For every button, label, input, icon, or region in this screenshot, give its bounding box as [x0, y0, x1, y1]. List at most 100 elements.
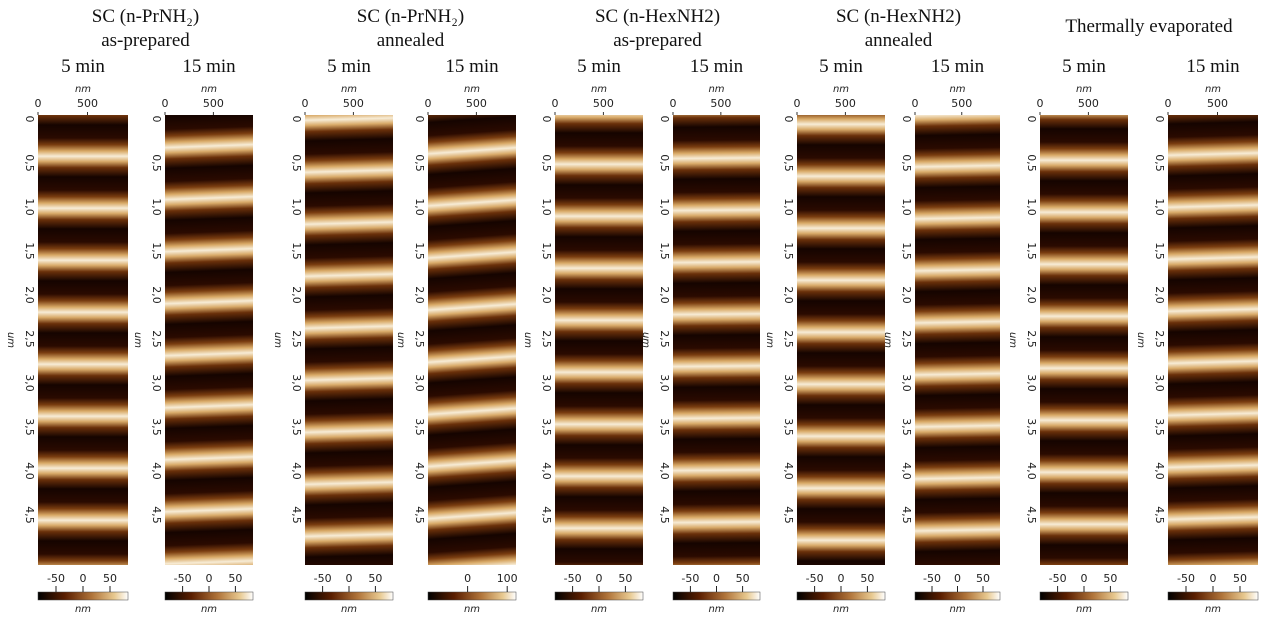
y-tick-label: 0,5	[413, 154, 426, 172]
y-tick-label: 4,5	[782, 506, 795, 524]
x-tick-label: 500	[343, 97, 364, 110]
y-tick-label: 3,0	[150, 374, 163, 392]
y-axis-label: um	[522, 332, 533, 348]
y-axis-label: um	[640, 332, 651, 348]
time-label: 15 min	[445, 56, 499, 77]
y-tick-label: 1,5	[658, 242, 671, 260]
y-tick-label: 0,5	[540, 154, 553, 172]
x-axis-label: nm	[591, 84, 607, 95]
y-axis-label: um	[882, 332, 893, 348]
time-label: 15 min	[1186, 56, 1240, 77]
colorbar-label: nm	[201, 604, 217, 615]
afm-image	[428, 115, 516, 565]
y-tick-label: 2,5	[1153, 330, 1166, 348]
y-tick-label: 2,0	[1025, 286, 1038, 304]
y-tick-label: 0,5	[658, 154, 671, 172]
x-tick-label: 0	[1165, 97, 1172, 110]
y-tick-label: 4,0	[658, 462, 671, 480]
y-tick-label: 0,5	[782, 154, 795, 172]
y-tick-label: 4,5	[658, 506, 671, 524]
x-axis-label: nm	[75, 84, 91, 95]
colorbar-tick-label: 0	[713, 572, 720, 585]
x-tick-label: 0	[425, 97, 432, 110]
y-tick-label: 2,0	[658, 286, 671, 304]
y-tick-label: 4,0	[1153, 462, 1166, 480]
colorbar-tick-label: -50	[174, 572, 192, 585]
colorbar-label: nm	[591, 604, 607, 615]
colorbar-tick-label: 50	[860, 572, 874, 585]
colorbar-tick-label: -50	[1049, 572, 1067, 585]
y-tick-label: 0	[900, 116, 913, 123]
y-tick-label: 0,5	[1025, 154, 1038, 172]
colorbar-tick-label: 0	[206, 572, 213, 585]
y-tick-label: 1,0	[290, 198, 303, 216]
colorbar-tick-label: 0	[464, 572, 471, 585]
y-tick-label: 3,5	[290, 418, 303, 436]
y-tick-label: 1,5	[1025, 242, 1038, 260]
y-axis-label: um	[272, 332, 283, 348]
group-title: annealed	[377, 30, 445, 51]
x-axis-label: nm	[201, 84, 217, 95]
y-tick-label: 4,0	[290, 462, 303, 480]
colorbar-tick-label: 0	[954, 572, 961, 585]
time-label: 5 min	[1062, 56, 1106, 77]
x-tick-label: 500	[1078, 97, 1099, 110]
y-tick-label: 2,0	[413, 286, 426, 304]
x-tick-label: 500	[1207, 97, 1228, 110]
y-tick-label: 0	[782, 116, 795, 123]
group-title: SC (n-PrNH₂)	[92, 6, 199, 27]
y-tick-label: 1,5	[782, 242, 795, 260]
y-tick-label: 1,0	[540, 198, 553, 216]
colorbar-label: nm	[464, 604, 480, 615]
x-axis-label: nm	[464, 84, 480, 95]
x-tick-label: 0	[162, 97, 169, 110]
y-tick-label: 4,0	[1025, 462, 1038, 480]
x-tick-label: 500	[77, 97, 98, 110]
group-title: as-prepared	[613, 30, 702, 51]
y-tick-label: 3,5	[23, 418, 36, 436]
y-tick-label: 2,5	[658, 330, 671, 348]
colorbar-label: nm	[949, 604, 965, 615]
y-tick-label: 3,5	[900, 418, 913, 436]
y-tick-label: 3,0	[540, 374, 553, 392]
colorbar-tick-label: 50	[103, 572, 117, 585]
time-label: 15 min	[931, 56, 985, 77]
afm-image	[915, 115, 1000, 565]
colorbar	[796, 591, 886, 601]
afm-image	[38, 115, 128, 565]
colorbar	[37, 591, 129, 601]
y-tick-label: 3,5	[782, 418, 795, 436]
y-tick-label: 1,5	[23, 242, 36, 260]
colorbar	[672, 591, 761, 601]
y-tick-label: 2,5	[900, 330, 913, 348]
y-axis-label: um	[5, 332, 16, 348]
y-tick-label: 1,0	[150, 198, 163, 216]
colorbar	[554, 591, 644, 601]
x-tick-label: 0	[552, 97, 559, 110]
y-tick-label: 3,0	[782, 374, 795, 392]
time-label: 5 min	[327, 56, 371, 77]
y-axis-label: um	[1007, 332, 1018, 348]
colorbar-tick-label: 100	[497, 572, 518, 585]
time-label: 5 min	[577, 56, 621, 77]
x-tick-label: 500	[203, 97, 224, 110]
y-tick-label: 3,5	[1153, 418, 1166, 436]
y-tick-label: 0	[290, 116, 303, 123]
y-tick-label: 3,0	[658, 374, 671, 392]
y-tick-label: 1,0	[1025, 198, 1038, 216]
y-tick-label: 4,0	[413, 462, 426, 480]
y-tick-label: 3,5	[658, 418, 671, 436]
y-tick-label: 4,5	[150, 506, 163, 524]
y-tick-label: 2,5	[150, 330, 163, 348]
x-tick-label: 0	[35, 97, 42, 110]
y-tick-label: 1,0	[782, 198, 795, 216]
colorbar-tick-label: 50	[618, 572, 632, 585]
colorbar-tick-label: -50	[806, 572, 824, 585]
x-tick-label: 500	[466, 97, 487, 110]
y-tick-label: 1,5	[900, 242, 913, 260]
y-tick-label: 0	[658, 116, 671, 123]
y-tick-label: 2,0	[290, 286, 303, 304]
colorbar-tick-label: 0	[596, 572, 603, 585]
afm-image	[673, 115, 760, 565]
x-axis-label: nm	[341, 84, 357, 95]
